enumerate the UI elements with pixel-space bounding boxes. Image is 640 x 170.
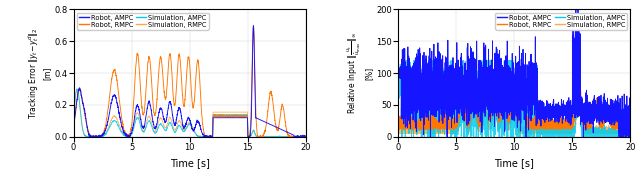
Legend: Robot, AMPC, Robot, RMPC, Simulation, AMPC, Simulation, RMPC: Robot, AMPC, Robot, RMPC, Simulation, AM… xyxy=(77,13,209,30)
Y-axis label: Relative Input $\|\frac{u_t}{\hat{u}_{\rm max}}\|_\infty$
[%]: Relative Input $\|\frac{u_t}{\hat{u}_{\r… xyxy=(346,32,374,114)
X-axis label: Time [s]: Time [s] xyxy=(495,158,534,168)
Y-axis label: Tracking Error $\|y_t\!-\!y_t^d\|_2$
[m]: Tracking Error $\|y_t\!-\!y_t^d\|_2$ [m] xyxy=(26,27,51,119)
Legend: Robot, AMPC, Robot, RMPC, Simulation, AMPC, Simulation, RMPC: Robot, AMPC, Robot, RMPC, Simulation, AM… xyxy=(495,13,627,30)
X-axis label: Time [s]: Time [s] xyxy=(170,158,209,168)
